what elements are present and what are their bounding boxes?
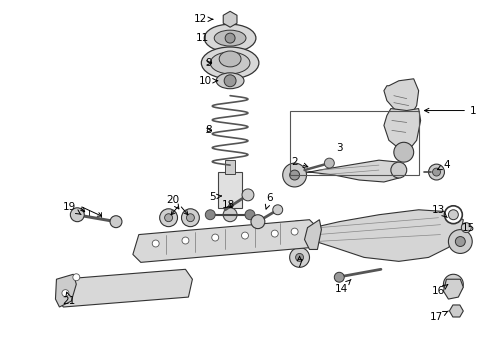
Polygon shape xyxy=(304,220,321,249)
Circle shape xyxy=(181,209,199,227)
Circle shape xyxy=(211,234,218,241)
Circle shape xyxy=(444,206,461,224)
Circle shape xyxy=(242,189,253,201)
Circle shape xyxy=(390,162,406,178)
Text: 14: 14 xyxy=(334,279,350,294)
Text: 8: 8 xyxy=(204,125,211,135)
Text: 9: 9 xyxy=(204,58,211,68)
Polygon shape xyxy=(383,109,420,150)
Ellipse shape xyxy=(216,73,244,89)
Text: 13: 13 xyxy=(431,205,447,217)
Circle shape xyxy=(443,274,462,294)
Circle shape xyxy=(282,163,306,187)
Circle shape xyxy=(295,253,303,261)
Circle shape xyxy=(152,240,159,247)
Circle shape xyxy=(293,229,305,240)
Circle shape xyxy=(225,15,234,23)
Polygon shape xyxy=(56,269,192,307)
Polygon shape xyxy=(443,279,462,299)
Circle shape xyxy=(393,142,413,162)
Circle shape xyxy=(285,221,313,248)
Text: 17: 17 xyxy=(429,311,447,322)
Circle shape xyxy=(334,272,344,282)
Circle shape xyxy=(454,237,464,247)
Polygon shape xyxy=(383,79,418,118)
Text: 20: 20 xyxy=(165,195,179,209)
Circle shape xyxy=(205,210,215,220)
Ellipse shape xyxy=(204,24,255,52)
Text: 19: 19 xyxy=(62,202,81,215)
Text: 1: 1 xyxy=(424,105,476,116)
Ellipse shape xyxy=(201,47,258,79)
Text: 4: 4 xyxy=(436,160,449,170)
Text: 2: 2 xyxy=(291,157,307,167)
Circle shape xyxy=(110,216,122,228)
Polygon shape xyxy=(224,160,235,174)
Circle shape xyxy=(244,210,254,220)
Text: 3: 3 xyxy=(335,143,342,153)
Polygon shape xyxy=(218,172,242,208)
Text: 6: 6 xyxy=(265,193,273,209)
Circle shape xyxy=(160,209,177,227)
Circle shape xyxy=(289,170,299,180)
Text: 15: 15 xyxy=(461,222,474,233)
Circle shape xyxy=(164,214,172,222)
Circle shape xyxy=(182,237,188,244)
Text: 16: 16 xyxy=(431,284,447,296)
Text: 18: 18 xyxy=(221,200,234,210)
Text: 12: 12 xyxy=(193,14,212,24)
Polygon shape xyxy=(133,220,317,262)
Circle shape xyxy=(290,228,298,235)
Circle shape xyxy=(272,205,282,215)
Text: 10: 10 xyxy=(198,76,217,86)
Text: 11: 11 xyxy=(195,33,208,43)
Circle shape xyxy=(324,158,334,168)
Circle shape xyxy=(447,210,457,220)
Circle shape xyxy=(62,290,69,297)
Polygon shape xyxy=(289,160,403,182)
Circle shape xyxy=(186,214,194,222)
Ellipse shape xyxy=(214,30,245,46)
Text: 5: 5 xyxy=(208,192,221,202)
Polygon shape xyxy=(291,210,462,261)
Circle shape xyxy=(289,247,309,267)
Circle shape xyxy=(73,274,80,281)
Circle shape xyxy=(427,164,444,180)
Circle shape xyxy=(432,168,440,176)
Polygon shape xyxy=(55,274,76,307)
Bar xyxy=(289,111,418,175)
Text: 7: 7 xyxy=(296,256,302,269)
Circle shape xyxy=(447,230,471,253)
Text: 21: 21 xyxy=(62,292,76,306)
Circle shape xyxy=(460,223,470,233)
Ellipse shape xyxy=(219,51,241,67)
Circle shape xyxy=(223,208,237,222)
Circle shape xyxy=(452,308,458,314)
Ellipse shape xyxy=(210,52,249,74)
Circle shape xyxy=(250,215,264,229)
Circle shape xyxy=(224,75,236,87)
Circle shape xyxy=(271,230,278,237)
Circle shape xyxy=(70,208,84,222)
Circle shape xyxy=(241,232,248,239)
Circle shape xyxy=(224,33,235,43)
